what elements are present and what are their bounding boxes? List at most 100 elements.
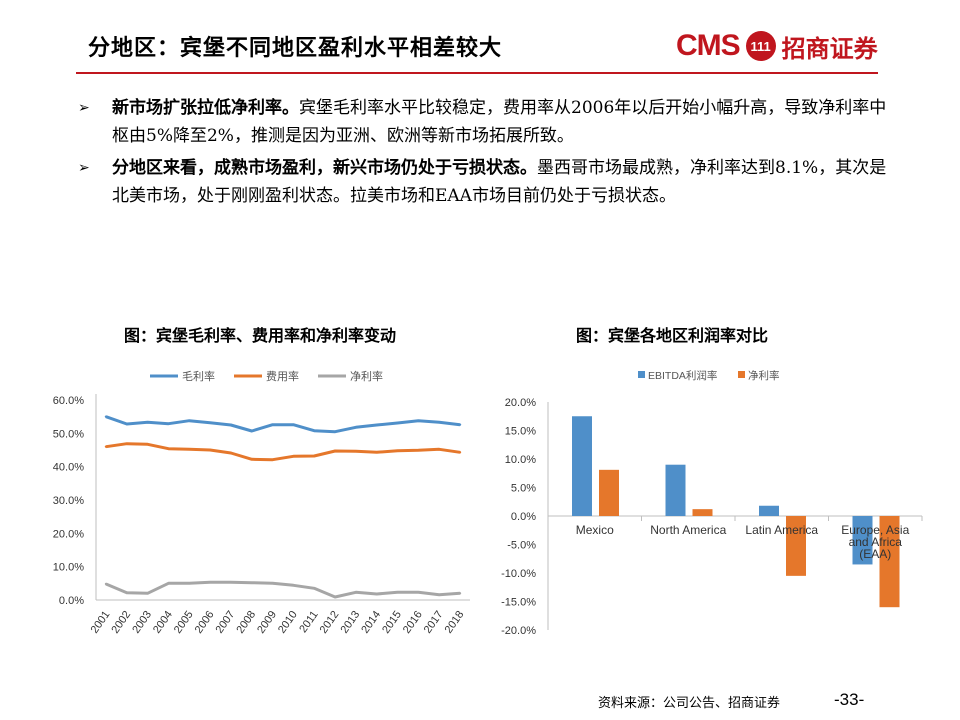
bullet-text: 分地区来看，成熟市场盈利，新兴市场仍处于亏损状态。墨西哥市场最成熟，净利率达到8…	[112, 154, 888, 210]
y-tick-label: 50.0%	[53, 428, 84, 440]
bar-chart-title: 图：宾堡各地区利润率对比	[576, 326, 769, 345]
data-point	[333, 595, 337, 599]
bar	[759, 505, 779, 516]
series-line	[105, 415, 461, 434]
bar	[786, 516, 806, 576]
x-tick-label: 2016	[401, 609, 425, 636]
cms-logo: CMS 111 招商证券	[676, 26, 878, 66]
header-divider	[76, 72, 878, 74]
legend-label: 净利率	[350, 369, 383, 383]
data-point	[271, 423, 274, 426]
data-point	[104, 582, 108, 586]
data-point	[313, 454, 316, 458]
data-point	[167, 582, 170, 585]
y-tick-label: 10.0%	[505, 454, 536, 466]
bullet-text: 新市场扩张拉低净利率。宾堡毛利率水平比较稳定，费用率从2006年以后开始小幅升高…	[112, 94, 888, 150]
data-point	[375, 423, 378, 427]
data-point	[354, 426, 358, 429]
data-point	[104, 415, 108, 418]
page-title: 分地区：宾堡不同地区盈利水平相差较大	[88, 35, 503, 61]
x-tick-label: 2015	[380, 609, 404, 636]
data-point	[104, 445, 108, 448]
data-point	[188, 419, 191, 422]
bar	[692, 509, 713, 516]
arrow-bullet-icon: ➢	[78, 100, 90, 116]
data-point	[313, 429, 316, 432]
y-tick-label: -15.0%	[501, 597, 536, 609]
data-point	[146, 443, 149, 446]
data-point	[354, 450, 358, 453]
bar	[572, 416, 592, 516]
legend-label: 毛利率	[182, 369, 215, 383]
y-tick-label: 20.0%	[53, 528, 84, 540]
x-tick-label: 2013	[338, 609, 362, 636]
data-point	[333, 449, 337, 453]
logo-company-name: 招商证券	[781, 33, 878, 63]
y-tick-label: 30.0%	[53, 495, 84, 507]
x-tick-label: 2007	[214, 609, 238, 636]
bar	[852, 516, 873, 565]
x-tick-label: 2005	[172, 609, 196, 636]
bullet-item: ➢ 新市场扩张拉低净利率。宾堡毛利率水平比较稳定，费用率从2006年以后开始小幅…	[78, 94, 888, 150]
margin-trend-line-chart: 毛利率 费用率 净利率 0.0% 10.0% 20.0% 30.0% 40.0% 50.0% 60…	[53, 369, 470, 636]
bullet-body: 墨西哥市场最成熟，净利率达到8.1%，其次是北美市场，处于刚刚盈利状态。拉美市场…	[112, 158, 887, 206]
data-point	[396, 449, 399, 452]
logo-mark-icon: 111	[745, 31, 776, 61]
bullet-list: ➢ 新市场扩张拉低净利率。宾堡毛利率水平比较稳定，费用率从2006年以后开始小幅…	[78, 94, 888, 214]
data-point	[229, 581, 233, 584]
data-point	[458, 423, 462, 426]
data-point	[271, 582, 274, 585]
arrow-bullet-icon: ➢	[78, 160, 90, 176]
data-point	[437, 421, 441, 424]
data-point	[458, 451, 462, 454]
x-tick-label: 2008	[234, 609, 258, 636]
x-tick-label: 2010	[276, 609, 300, 636]
data-point	[250, 429, 253, 433]
x-tick-label: 2017	[422, 609, 446, 636]
y-tick-label: 0.0%	[59, 595, 84, 607]
legend-label: 费用率	[266, 369, 299, 383]
y-tick-label: 60.0%	[53, 395, 84, 407]
page-number: -33-	[834, 690, 865, 709]
x-tick-label: 2009	[255, 609, 279, 636]
data-point	[188, 582, 191, 585]
data-point	[437, 593, 441, 596]
data-point	[229, 451, 233, 455]
x-tick-label: 2018	[443, 609, 467, 636]
line-chart-title: 图：宾堡毛利率、费用率和净利率变动	[124, 326, 397, 345]
data-point	[375, 592, 378, 596]
x-tick-label: North America	[650, 523, 726, 537]
data-point	[125, 422, 129, 426]
data-point	[417, 419, 420, 422]
y-tick-label: 20.0%	[505, 397, 536, 409]
data-point	[437, 448, 441, 451]
x-tick-label: 2014	[359, 609, 383, 636]
data-point	[146, 421, 149, 424]
series-line	[105, 580, 461, 599]
y-tick-label: 40.0%	[53, 462, 84, 474]
x-tick-label: Latin America	[745, 523, 818, 537]
data-point	[167, 422, 170, 425]
data-point	[375, 451, 378, 454]
data-point	[354, 591, 358, 594]
data-point	[292, 455, 295, 458]
data-point	[250, 458, 253, 461]
logo-text: CMS	[676, 29, 741, 62]
bar	[665, 464, 686, 516]
legend-swatch	[738, 371, 745, 378]
data-point	[458, 592, 462, 595]
legend-label: EBITDA利润率	[648, 369, 717, 382]
bar	[599, 469, 619, 516]
bullet-headline: 新市场扩张拉低净利率。	[112, 98, 299, 118]
series-line	[105, 442, 461, 462]
x-tick-label: Europe, Asia and Africa (EAA)	[841, 523, 909, 561]
x-tick-label: 2011	[297, 609, 320, 635]
legend-swatch	[638, 371, 645, 378]
data-point	[417, 591, 420, 594]
data-point	[167, 447, 170, 450]
x-tick-label: 2002	[109, 609, 133, 636]
data-point	[292, 423, 295, 426]
x-tick-label: Mexico	[576, 523, 614, 537]
data-point	[333, 430, 337, 433]
data-point	[313, 587, 316, 590]
